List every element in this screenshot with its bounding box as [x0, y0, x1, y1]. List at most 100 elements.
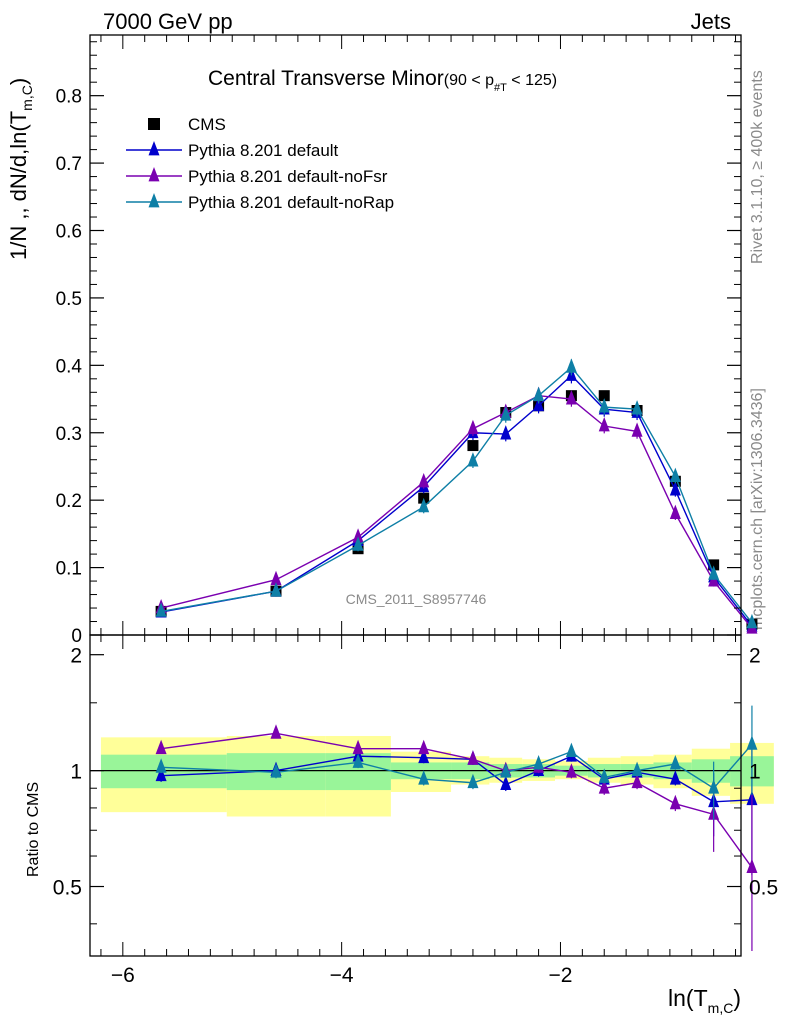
point-pythia-8-201-default-nofsr	[352, 528, 364, 543]
ratio-point-pythia-8-201-default-norap	[270, 763, 282, 778]
point-pythia-8-201-default	[533, 396, 545, 412]
point-pythia-8-201-default-nofsr	[565, 390, 577, 405]
analysis-watermark: CMS_2011_S8957746	[346, 591, 487, 607]
legend-label-pythia-8-201-default-norap: Pythia 8.201 default-noRap	[188, 193, 394, 212]
point-cms	[708, 559, 720, 571]
chart-title-sub-end: < 125)	[507, 72, 557, 89]
main-y-tick-label: 0.1	[56, 559, 82, 580]
point-pythia-8-201-default-nofsr	[598, 417, 610, 432]
ratio-point-pythia-8-201-default-nofsr	[598, 779, 610, 794]
legend-marker-pythia-8-201-default-norap	[148, 193, 160, 208]
ratio-point-pythia-8-201-default-norap	[631, 761, 643, 777]
ratio-point-pythia-8-201-default	[418, 748, 430, 764]
point-pythia-8-201-default-nofsr	[418, 472, 430, 488]
series-line-pythia-8-201-default	[160, 374, 753, 627]
ratio-point-pythia-8-201-default-nofsr	[631, 773, 643, 789]
ratio-panel: 0.5 0.5 1 1 2 2 −6 −4 −2 Ratio to CMS ln(Tm,C)	[25, 634, 778, 1016]
ratio-y-tick-label-right: 1	[749, 761, 761, 784]
main-y-tick-label: 0.5	[56, 289, 82, 310]
legend-marker-pythia-8-201-default	[148, 141, 160, 156]
ratio-point-pythia-8-201-default	[500, 775, 512, 790]
point-pythia-8-201-default-norap	[352, 536, 364, 551]
main-y-tick-label: 0	[71, 626, 82, 647]
point-pythia-8-201-default-norap	[565, 358, 577, 373]
series-line-pythia-8-201-default-norap	[160, 366, 753, 624]
x-axis-label-end: )	[733, 985, 741, 1011]
header-jets-label: Jets	[691, 9, 731, 34]
ratio-y-tick-label: 1	[70, 761, 82, 784]
main-panel: 0 0.1 0.2 0.3 0.4 0.5 0.6 0.7 0.8 Central Transv…	[6, 34, 758, 647]
x-tick-label: −4	[330, 964, 354, 987]
point-pythia-8-201-default-norap	[598, 398, 610, 413]
chart-title-sub: (90 < p	[444, 72, 494, 89]
main-y-tick-label: 0.2	[56, 491, 82, 512]
chart-title-subscript: #T	[494, 82, 507, 94]
legend-label-pythia-8-201-default-nofsr: Pythia 8.201 default-noFsr	[188, 167, 388, 186]
point-pythia-8-201-default-norap	[467, 452, 479, 467]
ratio-point-pythia-8-201-default-norap	[352, 753, 364, 768]
ratio-point-pythia-8-201-default-norap	[565, 742, 577, 758]
legend-entry-cms: CMS	[148, 115, 226, 134]
legend-marker-pythia-8-201-default-nofsr	[148, 167, 160, 182]
rivet-label: Rivet 3.1.10, ≥ 400k events	[749, 70, 766, 264]
ratio-point-pythia-8-201-default-norap	[669, 755, 681, 770]
ratio-y-axis-label: Ratio to CMS	[25, 782, 42, 877]
ratio-point-pythia-8-201-default-norap	[467, 773, 479, 789]
legend: CMS Pythia 8.201 default Pythia 8.201 defa…	[126, 115, 394, 212]
ratio-point-pythia-8-201-default	[669, 770, 681, 785]
ratio-point-pythia-8-201-default-nofsr	[155, 739, 167, 755]
point-pythia-8-201-default-norap	[669, 467, 681, 482]
point-pythia-8-201-default-norap	[270, 582, 282, 597]
chart-title-main: Central Transverse Minor	[208, 67, 444, 90]
ratio-point-pythia-8-201-default-nofsr	[565, 763, 577, 778]
ratio-point-pythia-8-201-default-norap	[418, 770, 430, 785]
chart-title: Central Transverse Minor(90 < p#T < 125)	[208, 67, 557, 94]
ratio-series-pythia-8-201-default-norap	[155, 705, 758, 820]
point-pythia-8-201-default-norap	[708, 565, 720, 580]
main-y-axis-label-subscript: m,C	[19, 85, 35, 111]
x-tick-label: −6	[111, 964, 135, 987]
point-pythia-8-201-default-nofsr	[669, 504, 681, 520]
main-y-axis-label: 1/N ,, dN/d,ln(Tm,C)	[6, 78, 35, 260]
ratio-y-tick-label-right: 2	[749, 645, 761, 668]
ratio-point-pythia-8-201-default-nofsr	[352, 739, 364, 755]
legend-label-cms: CMS	[188, 115, 226, 134]
ratio-point-pythia-8-201-default-norap	[598, 768, 610, 783]
ratio-point-pythia-8-201-default-norap	[746, 735, 758, 750]
legend-label-pythia-8-201-default: Pythia 8.201 default	[188, 141, 339, 160]
ratio-point-pythia-8-201-default-nofsr	[418, 739, 430, 755]
point-pythia-8-201-default-nofsr	[631, 422, 643, 437]
ratio-point-pythia-8-201-default-nofsr	[270, 724, 282, 739]
legend-entry-pythia-8-201-default: Pythia 8.201 default	[126, 141, 339, 160]
main-y-tick-label: 0.6	[56, 222, 82, 243]
point-pythia-8-201-default-norap	[418, 497, 430, 513]
ratio-y-tick-label-right: 0.5	[749, 877, 778, 900]
main-y-tick-label: 0.4	[56, 356, 83, 377]
main-y-axis-label-text: 1/N ,, dN/d,ln(T	[6, 111, 31, 260]
ratio-frame	[89, 634, 742, 957]
main-y-tick-label: 0.3	[56, 424, 82, 445]
point-pythia-8-201-default-norap	[746, 613, 758, 629]
mcplots-label: mcplots.cern.ch [arXiv:1306.3436]	[749, 388, 766, 630]
point-cms	[598, 390, 610, 402]
main-y-axis-label-end: )	[6, 78, 31, 85]
ratio-point-pythia-8-201-default-nofsr	[669, 794, 681, 810]
point-pythia-8-201-default-norap	[533, 386, 545, 402]
header-energy-label: 7000 GeV pp	[103, 9, 233, 34]
main-y-tick-label: 0.8	[56, 87, 82, 108]
ratio-y-tick-label: 2	[70, 645, 82, 668]
ratio-point-pythia-8-201-default-nofsr	[746, 858, 758, 873]
ratio-point-pythia-8-201-default-norap	[533, 755, 545, 770]
x-tick-label: −2	[548, 964, 572, 987]
x-axis-label: ln(Tm,C)	[668, 985, 741, 1016]
point-pythia-8-201-default-nofsr	[467, 419, 479, 435]
legend-entry-pythia-8-201-default-nofsr: Pythia 8.201 default-noFsr	[126, 167, 388, 186]
point-pythia-8-201-default	[500, 425, 512, 440]
legend-marker-cms	[148, 118, 160, 130]
ratio-y-tick-label: 0.5	[53, 877, 82, 900]
point-cms	[467, 440, 479, 452]
ratio-point-pythia-8-201-default-norap	[500, 763, 512, 778]
main-y-tick-label: 0.7	[56, 154, 82, 175]
x-axis-label-text: ln(T	[668, 985, 708, 1011]
